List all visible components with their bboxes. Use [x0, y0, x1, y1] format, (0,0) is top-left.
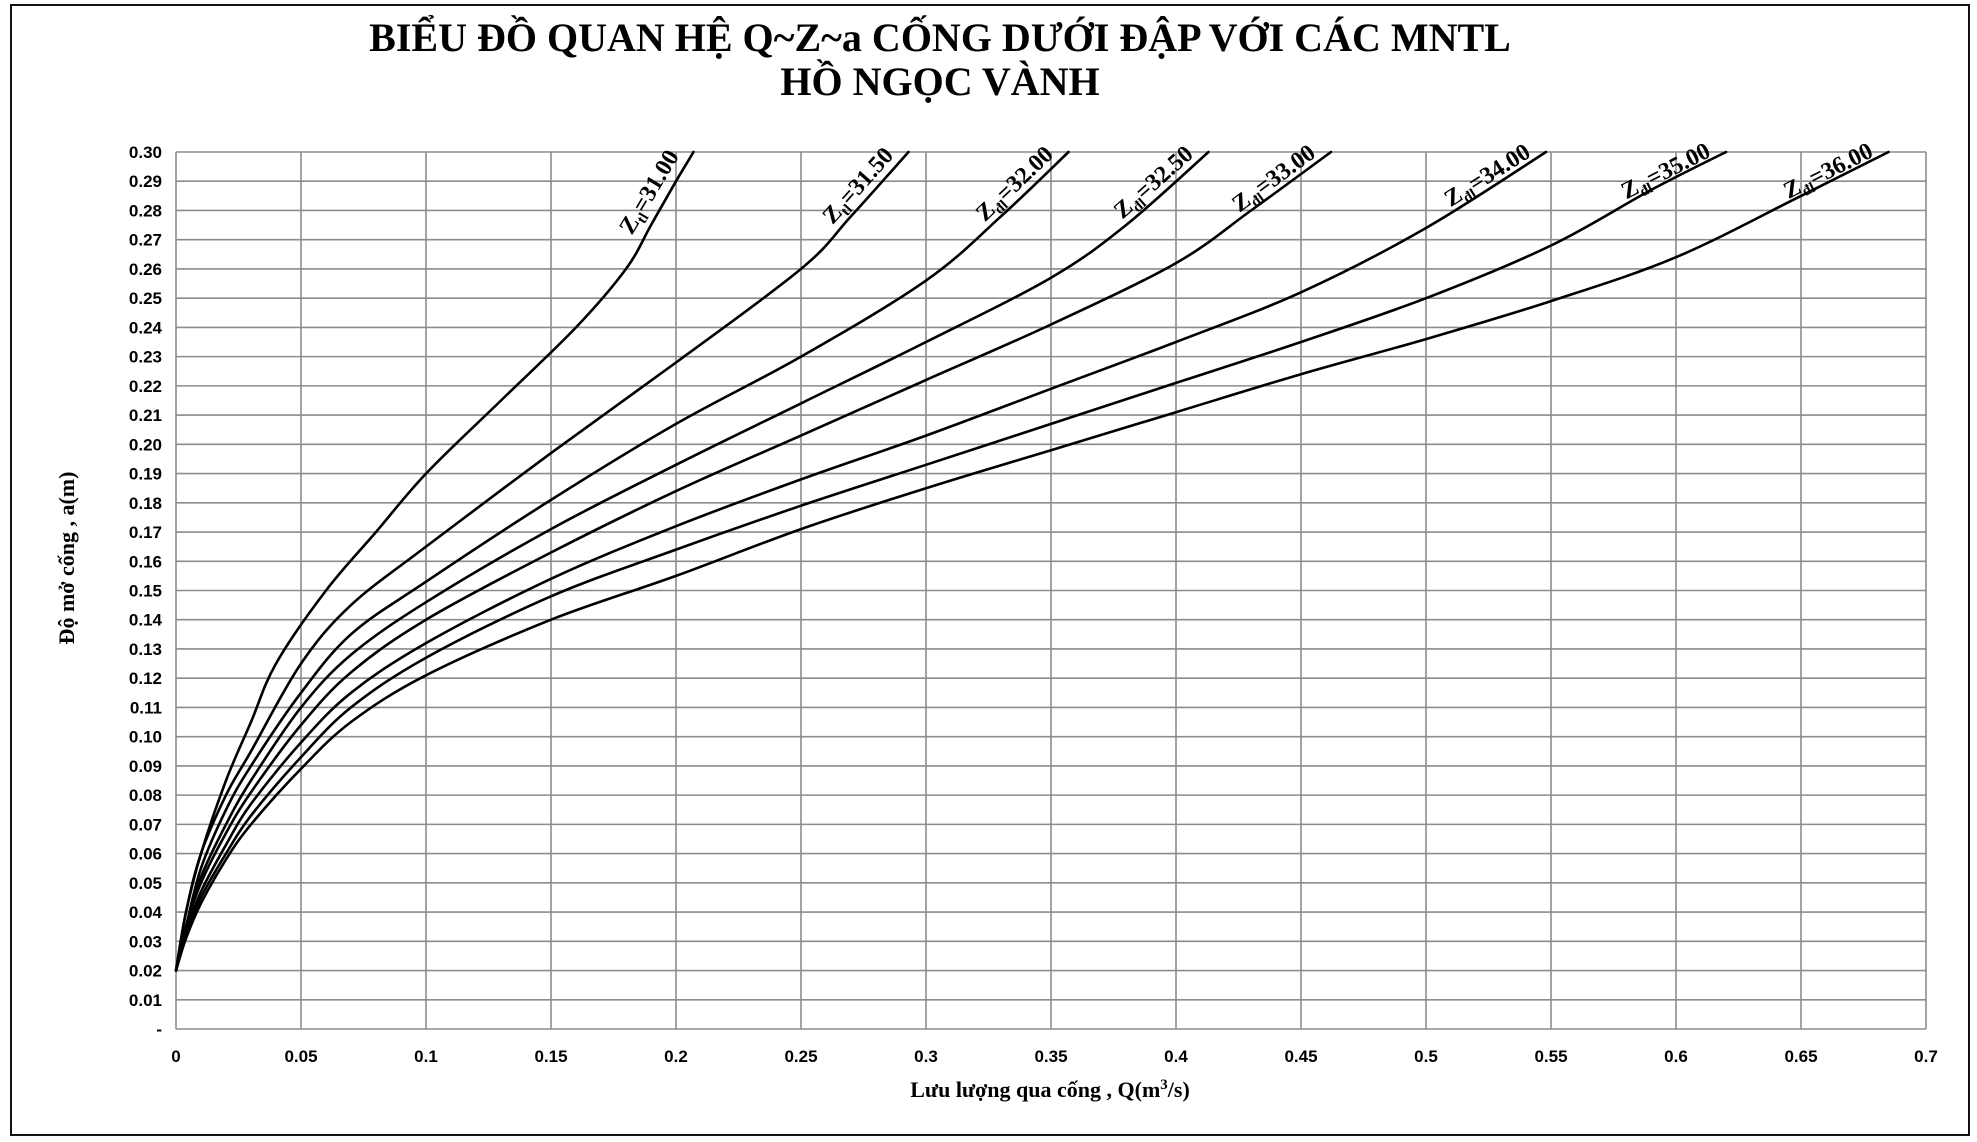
x-axis-label: Lưu lượng qua cống , Q(m3/s): [910, 1077, 1190, 1102]
chart-subtitle: HỒ NGỌC VÀNH: [780, 58, 1099, 104]
y-tick-label: 0.24: [129, 318, 163, 337]
y-tick-label: 0.23: [129, 348, 162, 367]
x-tick-label: 0.4: [1164, 1047, 1188, 1066]
x-tick-label: 0.05: [284, 1047, 317, 1066]
y-tick-label: 0.20: [129, 435, 162, 454]
x-tick-label: 0.3: [914, 1047, 938, 1066]
y-tick-label: 0.13: [129, 640, 162, 659]
y-tick-label: 0.27: [129, 231, 162, 250]
series-label-2: Ztl=31.50: [818, 143, 902, 232]
x-tick-label: 0: [171, 1047, 180, 1066]
x-axis-label-superscript: 3: [1160, 1077, 1168, 1093]
y-tick-label: 0.17: [129, 523, 162, 542]
y-tick-label: 0.12: [129, 669, 162, 688]
x-tick-label: 0.55: [1534, 1047, 1567, 1066]
y-tick-label: 0.28: [129, 201, 162, 220]
chart-svg: BIỂU ĐỒ QUAN HỆ Q~Z~a CỐNG DƯỚI ĐẬP VỚI …: [54, 14, 1938, 1102]
x-axis-label-main: Lưu lượng qua cống , Q(m: [910, 1077, 1160, 1102]
x-tick-label: 0.25: [784, 1047, 817, 1066]
series-line-7: [174, 150, 1728, 972]
x-axis-label-suffix: /s): [1167, 1077, 1190, 1102]
x-tick-label: 0.35: [1034, 1047, 1067, 1066]
series-label-8: Zđl=36.00: [1780, 138, 1879, 207]
series-line-3: [174, 150, 1070, 972]
y-tick-label: 0.29: [129, 172, 162, 191]
y-tick-label: 0.26: [129, 260, 162, 279]
y-tick-label: 0.05: [129, 874, 162, 893]
x-tick-label: 0.5: [1414, 1047, 1438, 1066]
series-line-8: [174, 150, 1890, 972]
y-axis-label: Độ mở cống , a(m): [54, 472, 79, 645]
series-line-1: [174, 150, 695, 972]
y-tick-label: 0.10: [129, 728, 162, 747]
y-tick-label: 0.04: [129, 903, 163, 922]
series-line-4: [174, 150, 1210, 972]
y-tick-label: 0.25: [129, 289, 162, 308]
y-tick-label: 0.02: [129, 962, 162, 981]
x-tick-label: 0.6: [1664, 1047, 1688, 1066]
x-tick-label: 0.15: [534, 1047, 567, 1066]
x-tick-label: 0.45: [1284, 1047, 1317, 1066]
y-tick-label: 0.07: [129, 815, 162, 834]
grid: [175, 151, 1927, 1030]
series-label-6: Zđl=34.00: [1440, 139, 1537, 215]
y-tick-label: 0.22: [129, 377, 162, 396]
chart-frame: BIỂU ĐỒ QUAN HỆ Q~Z~a CỐNG DƯỚI ĐẬP VỚI …: [10, 4, 1970, 1136]
x-tick-label: 0.1: [414, 1047, 438, 1066]
series-line-5: [174, 150, 1333, 972]
y-tick-label: 0.16: [129, 552, 162, 571]
y-tick-label: 0.08: [129, 786, 162, 805]
series-label-7: Zđl=35.00: [1617, 138, 1716, 207]
y-tick-label: 0.09: [129, 757, 162, 776]
x-tick-label: 0.2: [664, 1047, 688, 1066]
y-tick-label: 0.14: [129, 611, 163, 630]
y-tick-label: 0.01: [129, 991, 162, 1010]
y-tick-label: 0.06: [129, 845, 162, 864]
chart-title: BIỂU ĐỒ QUAN HỆ Q~Z~a CỐNG DƯỚI ĐẬP VỚI …: [369, 14, 1511, 60]
tick-labels: - 0.01 0.02 0.03 0.04 0.05 0.06 0.07 0.08 0.09 0.1…: [129, 143, 1938, 1066]
y-tick-label: 0.30: [129, 143, 162, 162]
y-tick-label: 0.03: [129, 932, 162, 951]
y-tick-label: 0.18: [129, 494, 162, 513]
x-tick-label: 0.7: [1914, 1047, 1938, 1066]
series-label-3: Zđl=32.00: [971, 142, 1061, 229]
x-tick-label: 0.65: [1784, 1047, 1817, 1066]
y-tick-label: 0.19: [129, 465, 162, 484]
y-tick-label: 0.21: [129, 406, 162, 425]
y-tick-label: -: [156, 1020, 162, 1039]
y-tick-label: 0.15: [129, 582, 162, 601]
curves: [174, 150, 1890, 972]
series-line-2: [174, 150, 910, 972]
series-label-4: Zđl=32.50: [1109, 141, 1200, 226]
y-tick-label: 0.11: [130, 698, 162, 717]
series-line-6: [174, 150, 1548, 972]
